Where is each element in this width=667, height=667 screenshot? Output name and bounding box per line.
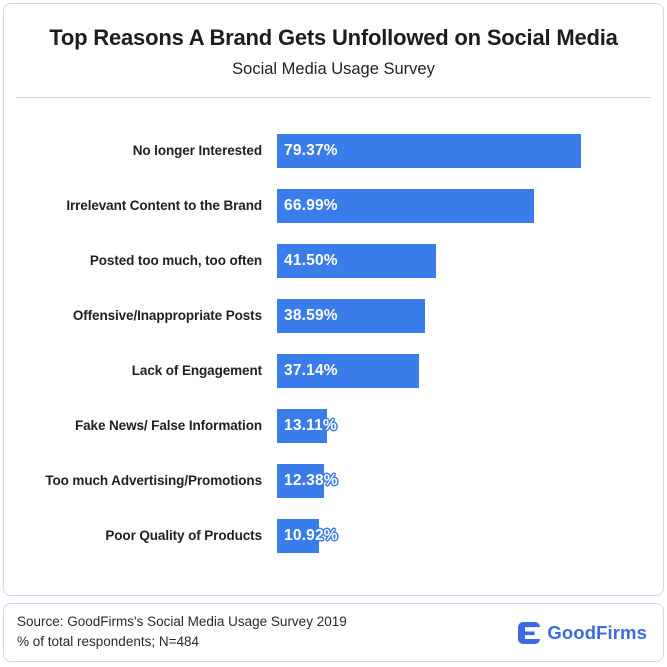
bar: 41.50% xyxy=(277,243,436,278)
bar-row: Fake News/ False Information 13.11% xyxy=(4,398,663,453)
bar-track: 66.99% xyxy=(277,188,660,223)
source-text: Source: GoodFirms's Social Media Usage S… xyxy=(17,614,347,629)
bar: 79.37% xyxy=(277,133,581,168)
bar-chart: No longer Interested 79.37% Irrelevant C… xyxy=(4,123,663,563)
bar-value-label: 41.50% xyxy=(284,251,338,269)
bar-track: 13.11% xyxy=(277,408,660,443)
bar-row: Lack of Engagement 37.14% xyxy=(4,343,663,398)
bar-row: Posted too much, too often 41.50% xyxy=(4,233,663,288)
bar-value-label: 37.14% xyxy=(284,361,338,379)
chart-card: Top Reasons A Brand Gets Unfollowed on S… xyxy=(3,3,664,596)
bar: 38.59% xyxy=(277,298,425,333)
goodfirms-logo-text: GoodFirms xyxy=(547,621,647,643)
goodfirms-logo: GoodFirms xyxy=(518,621,647,644)
bar-row: No longer Interested 79.37% xyxy=(4,123,663,178)
goodfirms-logo-icon xyxy=(518,621,541,644)
bar-label: Irrelevant Content to the Brand xyxy=(66,198,262,213)
bar-value-label: 38.59% xyxy=(284,306,338,324)
bar-track: 79.37% xyxy=(277,133,660,168)
bar-row: Too much Advertising/Promotions 12.38% xyxy=(4,453,663,508)
bar: 13.11% xyxy=(277,408,337,443)
bar-track: 10.92% xyxy=(277,518,660,553)
bar-label: No longer Interested xyxy=(132,143,262,158)
bar: 66.99% xyxy=(277,188,534,223)
bar-value-label: 66.99% xyxy=(284,196,338,214)
bar-label: Too much Advertising/Promotions xyxy=(45,473,262,488)
bar-value-label: 10.92% xyxy=(284,526,338,544)
bar-row: Poor Quality of Products 10.92% xyxy=(4,508,663,563)
bar-label: Poor Quality of Products xyxy=(105,528,262,543)
footer-card: Source: GoodFirms's Social Media Usage S… xyxy=(3,603,664,662)
chart-subtitle: Social Media Usage Survey xyxy=(232,60,435,78)
bar-label: Offensive/Inappropriate Posts xyxy=(72,308,262,323)
bar-value-label: 13.11% xyxy=(284,416,337,434)
bar-label: Posted too much, too often xyxy=(89,253,262,268)
bar: 10.92% xyxy=(277,518,338,553)
bar-label: Fake News/ False Information xyxy=(74,418,262,433)
bar-row: Irrelevant Content to the Brand 66.99% xyxy=(4,178,663,233)
bar-track: 41.50% xyxy=(277,243,660,278)
bar-value-label: 79.37% xyxy=(284,141,338,159)
bar-value-label: 12.38% xyxy=(284,471,338,489)
respondents-text: % of total respondents; N=484 xyxy=(17,634,199,649)
bar-track: 12.38% xyxy=(277,463,660,498)
bar-label: Lack of Engagement xyxy=(131,363,262,378)
bar: 12.38% xyxy=(277,463,338,498)
bar: 37.14% xyxy=(277,353,420,388)
bar-row: Offensive/Inappropriate Posts 38.59% xyxy=(4,288,663,343)
chart-title: Top Reasons A Brand Gets Unfollowed on S… xyxy=(49,25,618,50)
bar-track: 38.59% xyxy=(277,298,660,333)
bar-track: 37.14% xyxy=(277,353,660,388)
header-divider xyxy=(16,97,651,98)
